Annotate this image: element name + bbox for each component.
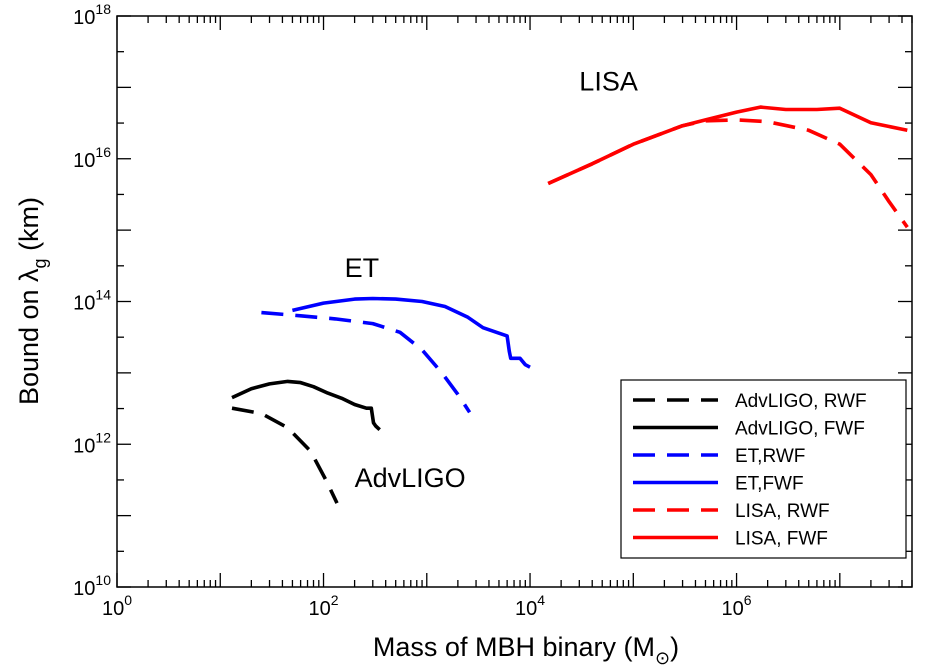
axis-ticks — [116, 15, 913, 588]
legend-label: ET,RWF — [735, 446, 805, 467]
y-tick-labels: 1010 1012 1014 1016 1018 — [73, 1, 111, 600]
x-tick-label: 104 — [515, 592, 545, 620]
annotations: LISA ET AdvLIGO — [345, 67, 638, 494]
legend: AdvLIGO, RWF AdvLIGO, FWF ET,RWF ET,FWF LISA… — [620, 379, 907, 559]
x-tick-label: 106 — [722, 592, 752, 620]
x-tick-labels: 100 102 104 106 — [102, 592, 752, 620]
x-axis-label: Mass of MBH binary (M⊙) — [373, 632, 679, 668]
series-line-6 — [547, 105, 908, 186]
x-tick-label: 100 — [102, 592, 132, 620]
series-line-1 — [231, 406, 339, 504]
series-line-2 — [231, 379, 381, 432]
annotation-label: AdvLIGO — [355, 463, 466, 493]
y-tick-label: 1012 — [73, 429, 111, 457]
legend-label: ET,FWF — [735, 474, 804, 495]
annotation-label: LISA — [579, 67, 638, 97]
legend-label: AdvLIGO, FWF — [735, 419, 865, 440]
y-tick-label: 1016 — [73, 144, 111, 172]
series-line-3 — [261, 310, 472, 414]
legend-label: LISA, FWF — [735, 529, 828, 550]
legend-box — [620, 379, 907, 559]
legend-label: LISA, RWF — [735, 501, 830, 522]
annotation-label: ET — [345, 253, 380, 283]
series-line-5 — [547, 118, 909, 229]
y-axis-label: Bound on λg (km) — [14, 197, 50, 405]
legend-items: AdvLIGO, RWF AdvLIGO, FWF ET,RWF ET,FWF LISA… — [633, 391, 867, 550]
y-tick-label: 1018 — [73, 1, 111, 29]
series-lines — [231, 105, 909, 504]
x-tick-label: 102 — [308, 592, 338, 620]
series-line-4 — [291, 296, 531, 369]
legend-label: AdvLIGO, RWF — [735, 391, 867, 412]
y-tick-label: 1014 — [73, 287, 111, 315]
y-tick-label: 1010 — [73, 572, 111, 600]
